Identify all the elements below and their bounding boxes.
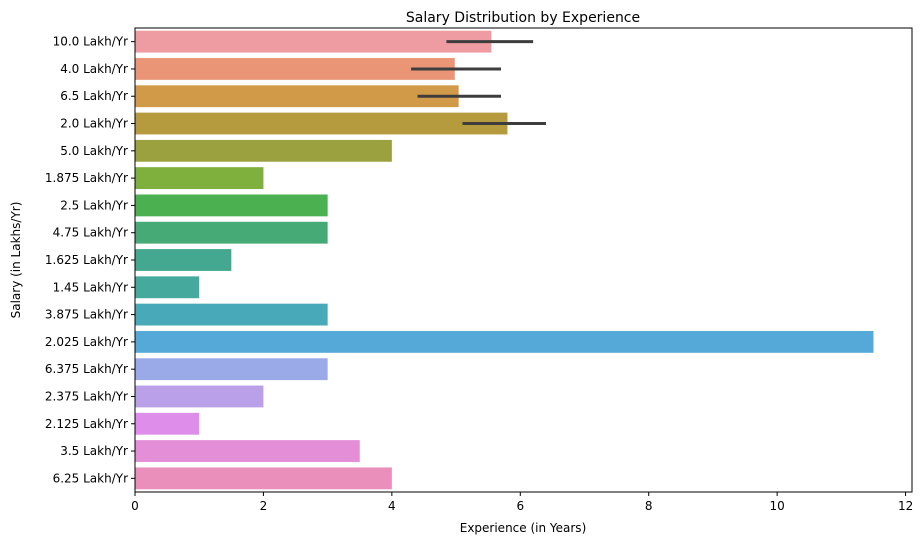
bar — [135, 221, 328, 244]
bars-group — [135, 30, 874, 490]
chart-title: Salary Distribution by Experience — [406, 10, 640, 26]
y-tick-label: 1.875 Lakh/Yr — [45, 171, 128, 185]
y-tick-label: 10.0 Lakh/Yr — [53, 35, 129, 49]
y-tick-label: 2.125 Lakh/Yr — [45, 417, 128, 431]
bar — [135, 194, 328, 217]
x-axis-title: Experience (in Years) — [460, 521, 587, 535]
bar — [135, 330, 874, 353]
y-tick-label: 1.625 Lakh/Yr — [45, 253, 128, 267]
x-tick-label: 4 — [388, 499, 396, 513]
x-tick-label: 2 — [260, 499, 268, 513]
y-axis-ticks: 10.0 Lakh/Yr 4.0 Lakh/Yr 6.5 Lakh/Yr 2.0 La… — [45, 35, 135, 485]
bar — [135, 412, 200, 435]
y-axis-title: Salary (in Lakhs/Yr) — [9, 202, 23, 319]
y-tick-label: 2.5 Lakh/Yr — [60, 198, 128, 212]
bar — [135, 167, 264, 190]
plot-frame — [134, 27, 913, 493]
x-tick-label: 6 — [516, 499, 524, 513]
bar — [135, 303, 328, 326]
bar — [135, 276, 200, 299]
bar — [135, 249, 232, 271]
y-tick-label: 6.375 Lakh/Yr — [45, 362, 128, 376]
x-tick-label: 0 — [131, 499, 139, 513]
bar — [135, 58, 455, 80]
y-tick-label: 2.0 Lakh/Yr — [60, 117, 128, 131]
bar — [135, 112, 508, 135]
bar — [135, 139, 392, 162]
y-tick-label: 2.025 Lakh/Yr — [45, 335, 128, 349]
bar — [135, 440, 360, 462]
y-tick-label: 5.0 Lakh/Yr — [60, 144, 128, 158]
x-tick-label: 8 — [645, 499, 653, 513]
bar — [135, 358, 328, 381]
x-tick-label: 12 — [898, 499, 913, 513]
y-tick-label: 1.45 Lakh/Yr — [53, 280, 129, 294]
x-axis-ticks: 0 2 4 6 8 10 12 — [131, 492, 913, 513]
bar — [135, 85, 459, 108]
bar — [135, 30, 492, 53]
error-bars-group — [411, 40, 546, 126]
y-tick-label: 4.75 Lakh/Yr — [53, 226, 129, 240]
y-tick-label: 3.875 Lakh/Yr — [45, 308, 128, 322]
y-tick-label: 3.5 Lakh/Yr — [60, 444, 128, 458]
y-tick-label: 4.0 Lakh/Yr — [60, 62, 128, 76]
y-tick-label: 6.25 Lakh/Yr — [53, 471, 129, 485]
y-tick-label: 2.375 Lakh/Yr — [45, 389, 128, 403]
x-tick-label: 10 — [770, 499, 785, 513]
bar — [135, 467, 392, 490]
bar — [135, 385, 264, 408]
y-tick-label: 6.5 Lakh/Yr — [60, 89, 128, 103]
